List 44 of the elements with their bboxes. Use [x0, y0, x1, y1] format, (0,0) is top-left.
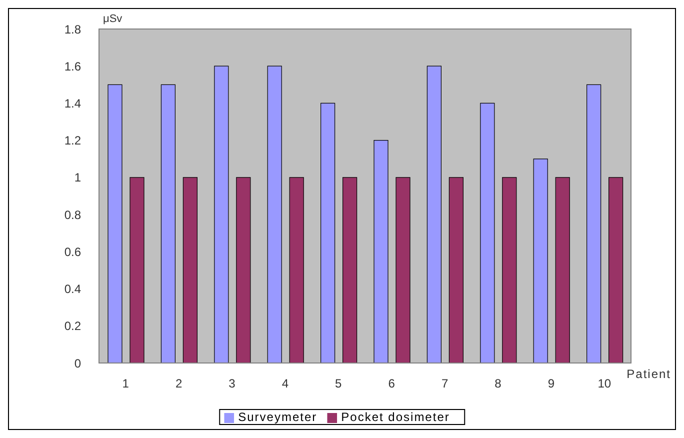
bar	[267, 66, 282, 363]
y-tick-label: 1.4	[64, 96, 82, 110]
y-tick-label: 0.8	[64, 208, 82, 222]
bar	[160, 84, 176, 363]
x-tick-label: 7	[441, 376, 448, 391]
bar	[608, 177, 624, 363]
bar	[396, 177, 410, 363]
x-axis-title: Patient	[626, 367, 671, 381]
bar	[374, 140, 388, 363]
y-tick-label: 1.8	[64, 22, 82, 36]
y-tick-label: 0.4	[64, 282, 82, 296]
x-tick-label: 1	[122, 376, 130, 391]
bar	[533, 158, 548, 363]
y-tick-label: 1	[74, 170, 82, 185]
x-tick-label: 10	[598, 376, 612, 391]
y-axis-title: μSv	[103, 13, 122, 25]
x-tick-label: 4	[282, 376, 289, 391]
x-tick-label: 9	[548, 376, 555, 391]
x-tick-label: 8	[494, 376, 502, 391]
bar	[182, 177, 198, 363]
bar	[214, 66, 229, 363]
bar	[448, 177, 464, 363]
bar	[289, 177, 304, 363]
x-tick-label: 2	[175, 376, 182, 391]
legend-label: Surveymeter	[238, 410, 318, 424]
bar	[426, 66, 442, 363]
bar	[236, 177, 251, 363]
y-tick-label: 0.2	[64, 319, 82, 334]
y-tick-label: 1.6	[64, 59, 82, 74]
bar	[586, 84, 602, 363]
x-tick-label: 6	[388, 376, 396, 391]
bar	[502, 177, 517, 363]
bar	[555, 177, 570, 363]
legend-label: Pocket dosimeter	[341, 410, 450, 424]
bar	[342, 177, 358, 363]
bar	[480, 102, 495, 363]
x-tick-label: 3	[228, 376, 236, 391]
x-tick-label: 5	[335, 376, 342, 391]
bar	[130, 177, 144, 363]
bar	[320, 102, 336, 363]
y-tick-label: 1.2	[64, 134, 82, 148]
bar	[108, 84, 122, 363]
y-tick-label: 0	[74, 356, 82, 370]
y-tick-label: 0.6	[64, 244, 82, 259]
